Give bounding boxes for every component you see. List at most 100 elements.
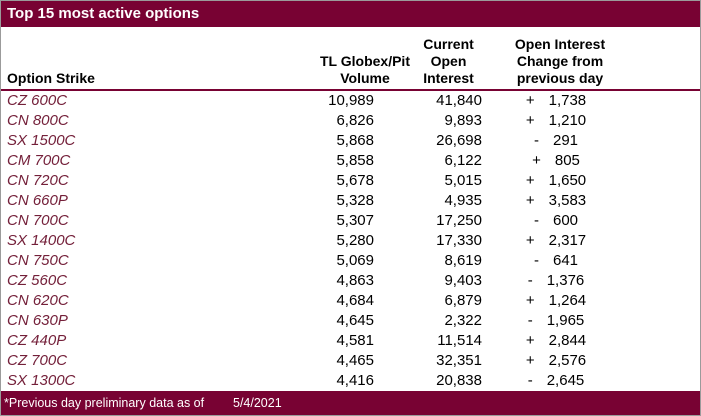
open-interest-cell: 9,403	[444, 272, 482, 289]
oi-change-sign: -	[527, 372, 533, 389]
option-strike-cell: CZ 700C	[7, 352, 68, 369]
oi-change-sign: -	[527, 272, 533, 289]
oi-change-cell: +1,650	[484, 171, 628, 191]
oi-change-cell: +1,264	[484, 291, 628, 311]
oi-change-sign: +	[525, 192, 535, 209]
oi-change-sign: -	[533, 252, 539, 269]
column-header-open-interest: Current Open Interest	[381, 27, 484, 91]
oi-change-cell: +1,210	[484, 111, 628, 131]
option-strike-cell: CZ 440P	[7, 332, 67, 349]
filler-cell	[628, 311, 700, 331]
oi-change-value: 641	[552, 252, 579, 269]
table-row: CN 660P 5,328 4,935 +3,583	[1, 191, 700, 211]
open-interest-cell: 5,015	[444, 172, 482, 189]
oi-change-sign: +	[525, 352, 535, 369]
page-title: Top 15 most active options	[7, 5, 200, 22]
filler-cell	[628, 191, 700, 211]
table-header: Option Strike TL Globex/Pit Volume Curre…	[1, 27, 700, 91]
open-interest-cell: 17,330	[436, 232, 482, 249]
oi-change-value: 2,576	[548, 352, 587, 369]
filler-cell	[628, 291, 700, 311]
volume-cell: 5,678	[336, 172, 374, 189]
column-header-oi-change-line2: Change from	[516, 53, 604, 69]
table-row: CZ 600C 10,989 41,840 +1,738	[1, 90, 700, 111]
oi-change-cell: +3,583	[484, 191, 628, 211]
open-interest-cell: 6,122	[444, 152, 482, 169]
volume-cell: 5,868	[336, 132, 374, 149]
open-interest-cell: 20,838	[436, 372, 482, 389]
table-row: CN 800C 6,826 9,893 +1,210	[1, 111, 700, 131]
volume-cell: 5,858	[336, 152, 374, 169]
oi-change-sign: +	[525, 232, 535, 249]
table-row: SX 1400C 5,280 17,330 +2,317	[1, 231, 700, 251]
option-strike-cell: CN 800C	[7, 112, 69, 129]
option-strike-cell: SX 1400C	[7, 232, 76, 249]
footer-bar: *Previous day preliminary data as of 5/4…	[1, 391, 700, 415]
volume-cell: 4,581	[336, 332, 374, 349]
column-header-volume-line1: TL Globex/Pit	[320, 53, 410, 69]
oi-change-value: 2,645	[546, 372, 585, 389]
oi-change-sign: +	[525, 172, 535, 189]
oi-change-value: 1,210	[548, 112, 587, 129]
column-header-oi-change-line3: previous day	[516, 70, 604, 86]
column-header-filler	[628, 27, 700, 91]
oi-change-value: 3,583	[548, 192, 587, 209]
volume-cell: 4,465	[336, 352, 374, 369]
oi-change-value: 805	[554, 152, 580, 169]
volume-cell: 6,826	[336, 112, 374, 129]
oi-change-cell: -291	[484, 131, 628, 151]
oi-change-value: 2,317	[548, 232, 587, 249]
open-interest-cell: 2,322	[444, 312, 482, 329]
volume-cell: 4,416	[336, 372, 374, 389]
open-interest-cell: 41,840	[436, 92, 482, 109]
oi-change-cell: -1,376	[484, 271, 628, 291]
oi-change-cell: +1,738	[484, 90, 628, 111]
column-header-oi-change: Open Interest Change from previous day	[484, 27, 628, 91]
oi-change-cell: -1,965	[484, 311, 628, 331]
option-strike-cell: CZ 600C	[7, 92, 68, 109]
volume-cell: 5,328	[336, 192, 374, 209]
oi-change-cell: -2,645	[484, 371, 628, 391]
volume-cell: 4,645	[336, 312, 374, 329]
option-strike-cell: CN 720C	[7, 172, 69, 189]
option-strike-cell: CN 700C	[7, 212, 69, 229]
option-strike-cell: CN 750C	[7, 252, 69, 269]
table-row: CN 750C 5,069 8,619 -641	[1, 251, 700, 271]
table-row: SX 1500C 5,868 26,698 -291	[1, 131, 700, 151]
table-row: SX 1300C 4,416 20,838 -2,645	[1, 371, 700, 391]
option-strike-cell: CZ 560C	[7, 272, 68, 289]
column-header-option-strike-label: Option Strike	[7, 70, 95, 86]
oi-change-sign: +	[525, 332, 535, 349]
filler-cell	[628, 211, 700, 231]
column-header-open-interest-line3: Interest	[423, 70, 474, 86]
table-row: CZ 700C 4,465 32,351 +2,576	[1, 351, 700, 371]
open-interest-cell: 9,893	[444, 112, 482, 129]
filler-cell	[628, 251, 700, 271]
oi-change-sign: -	[533, 132, 539, 149]
volume-cell: 4,863	[336, 272, 374, 289]
volume-cell: 10,989	[328, 92, 374, 109]
filler-cell	[628, 371, 700, 391]
open-interest-cell: 26,698	[436, 132, 482, 149]
column-header-open-interest-line1: Current	[423, 36, 474, 52]
oi-change-cell: -641	[484, 251, 628, 271]
column-header-open-interest-line2: Open	[430, 53, 467, 69]
table-row: CN 720C 5,678 5,015 +1,650	[1, 171, 700, 191]
oi-change-sign: +	[532, 152, 541, 169]
table-row: CM 700C 5,858 6,122 +805	[1, 151, 700, 171]
oi-change-cell: -600	[484, 211, 628, 231]
oi-change-value: 2,844	[548, 332, 587, 349]
filler-cell	[628, 331, 700, 351]
header-row: Option Strike TL Globex/Pit Volume Curre…	[1, 27, 700, 91]
volume-cell: 5,280	[336, 232, 374, 249]
open-interest-cell: 32,351	[436, 352, 482, 369]
option-strike-cell: CN 660P	[7, 192, 68, 209]
oi-change-sign: -	[533, 212, 539, 229]
options-table: Option Strike TL Globex/Pit Volume Curre…	[1, 27, 700, 391]
oi-change-value: 1,738	[548, 92, 587, 109]
table-body: CZ 600C 10,989 41,840 +1,738 CN 800C 6,8…	[1, 90, 700, 391]
oi-change-value: 600	[552, 212, 579, 229]
oi-change-cell: +2,576	[484, 351, 628, 371]
column-header-volume: TL Globex/Pit Volume	[291, 27, 410, 91]
